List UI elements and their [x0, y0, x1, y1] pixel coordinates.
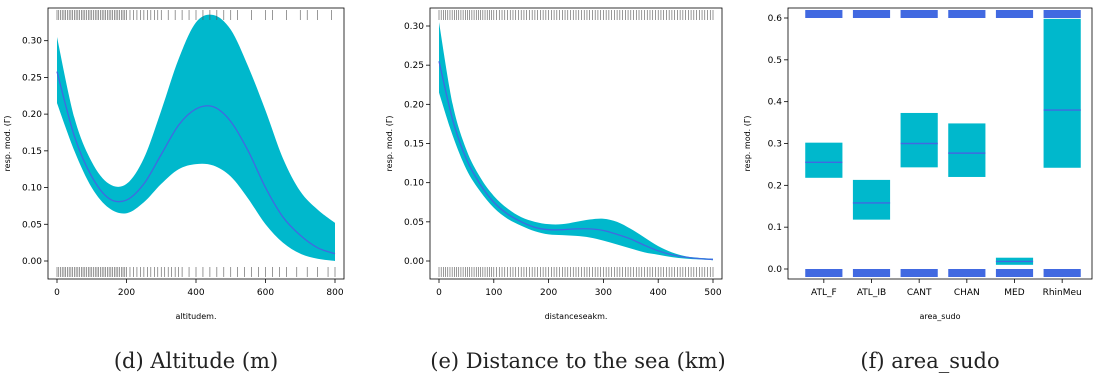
x-axis-label: area_sudo	[919, 312, 960, 321]
caption-area-sudo: (f) area_sudo	[860, 349, 999, 373]
y-tick-label: 0.10	[22, 184, 42, 194]
x-tick-label: 200	[540, 288, 557, 298]
rug-bar-top	[948, 10, 986, 18]
y-axis-label: resp. mod. (Γ)	[3, 116, 12, 172]
x-tick-label: MED	[1004, 288, 1024, 298]
y-tick-label: 0.00	[22, 257, 42, 267]
category-group	[805, 10, 843, 277]
ci-box	[1043, 18, 1081, 168]
rug-bar-bottom	[1043, 269, 1081, 277]
y-tick-label: 0.15	[22, 147, 42, 157]
ci-box	[852, 179, 891, 220]
category-group	[995, 10, 1034, 277]
x-tick-label: 0	[54, 288, 60, 298]
rug-top	[438, 10, 714, 20]
confidence-band	[57, 14, 335, 262]
panel-distance-sea: 0.00 0.05 0.10 0.15 0.20 0.25 0.30 resp. mod. (…	[385, 7, 723, 321]
x-tick-label: 300	[595, 288, 612, 298]
y-tick-label: 0.30	[404, 22, 424, 32]
rug-bar-bottom	[852, 269, 891, 277]
category-group	[852, 10, 891, 277]
caption-altitude: (d) Altitude (m)	[114, 349, 278, 373]
x-tick-label: 200	[118, 288, 135, 298]
rug-bar-top	[995, 10, 1034, 18]
x-tick-label: 0	[436, 288, 442, 298]
x-tick-label: RhinMeu	[1043, 288, 1082, 298]
category-group	[900, 10, 938, 277]
x-axis-label: altitudem.	[175, 312, 216, 321]
ci-box	[948, 123, 986, 177]
rug-bar-bottom	[900, 269, 938, 277]
x-tick-label: ATL_IB	[857, 288, 886, 298]
y-tick-label: 0.30	[22, 37, 42, 47]
y-tick-label: 0.1	[768, 223, 782, 233]
x-tick-label: CANT	[907, 288, 932, 298]
y-tick-label: 0.6	[768, 14, 783, 24]
ci-box	[805, 142, 843, 178]
confidence-band	[439, 22, 713, 261]
rug-bar-bottom	[805, 269, 843, 277]
y-tick-label: 0.20	[404, 100, 424, 110]
x-tick-label: ATL_F	[811, 288, 837, 298]
ci-box	[900, 112, 938, 168]
category-group	[948, 10, 986, 277]
x-axis-label: distanceseakm.	[545, 312, 608, 321]
y-tick-label: 0.05	[22, 220, 42, 230]
mean-curve	[56, 71, 336, 255]
y-tick-label: 0.25	[22, 73, 42, 83]
x-tick-label: 400	[187, 288, 204, 298]
plot-frame	[429, 7, 723, 280]
y-tick-label: 0.4	[768, 98, 783, 108]
panel-area-sudo: ATL_F ATL_IB CANT CHAN MED RhinMeu 0.0 0.1 0.2 0.…	[743, 7, 1093, 321]
x-tick-label: 500	[704, 288, 721, 298]
y-tick-label: 0.5	[768, 56, 782, 66]
y-tick-label: 0.20	[22, 110, 42, 120]
y-tick-label: 0.25	[404, 61, 424, 71]
y-tick-label: 0.2	[768, 181, 782, 191]
y-axis-label: resp. mod. (Γ)	[743, 116, 752, 172]
x-tick-label: 600	[257, 288, 274, 298]
y-tick-label: 0.0	[768, 265, 783, 275]
category-group	[1043, 10, 1081, 277]
x-tick-label: 400	[650, 288, 667, 298]
rug-bar-top	[1043, 10, 1081, 18]
rug-bar-top	[805, 10, 843, 18]
rug-bar-bottom	[948, 269, 986, 277]
rug-top	[56, 10, 332, 20]
rug-bottom	[438, 267, 714, 277]
rug-bottom	[56, 267, 336, 277]
rug-bar-top	[852, 10, 891, 18]
x-tick-label: 800	[326, 288, 343, 298]
y-axis-label: resp. mod. (Γ)	[385, 116, 394, 172]
y-tick-label: 0.10	[404, 179, 424, 189]
y-tick-label: 0.3	[768, 140, 782, 150]
rug-bar-top	[900, 10, 938, 18]
y-tick-label: 0.15	[404, 140, 424, 150]
x-tick-label: 100	[485, 288, 502, 298]
caption-distance-sea: (e) Distance to the sea (km)	[430, 349, 725, 373]
y-tick-label: 0.05	[404, 218, 424, 228]
x-tick-label: CHAN	[954, 288, 980, 298]
mean-curve	[438, 61, 714, 261]
rug-bar-bottom	[995, 269, 1034, 277]
y-tick-label: 0.00	[404, 257, 424, 267]
panel-altitude: 0.00 0.05 0.10 0.15 0.20 0.25 0.30 resp. mod. (…	[3, 7, 345, 321]
